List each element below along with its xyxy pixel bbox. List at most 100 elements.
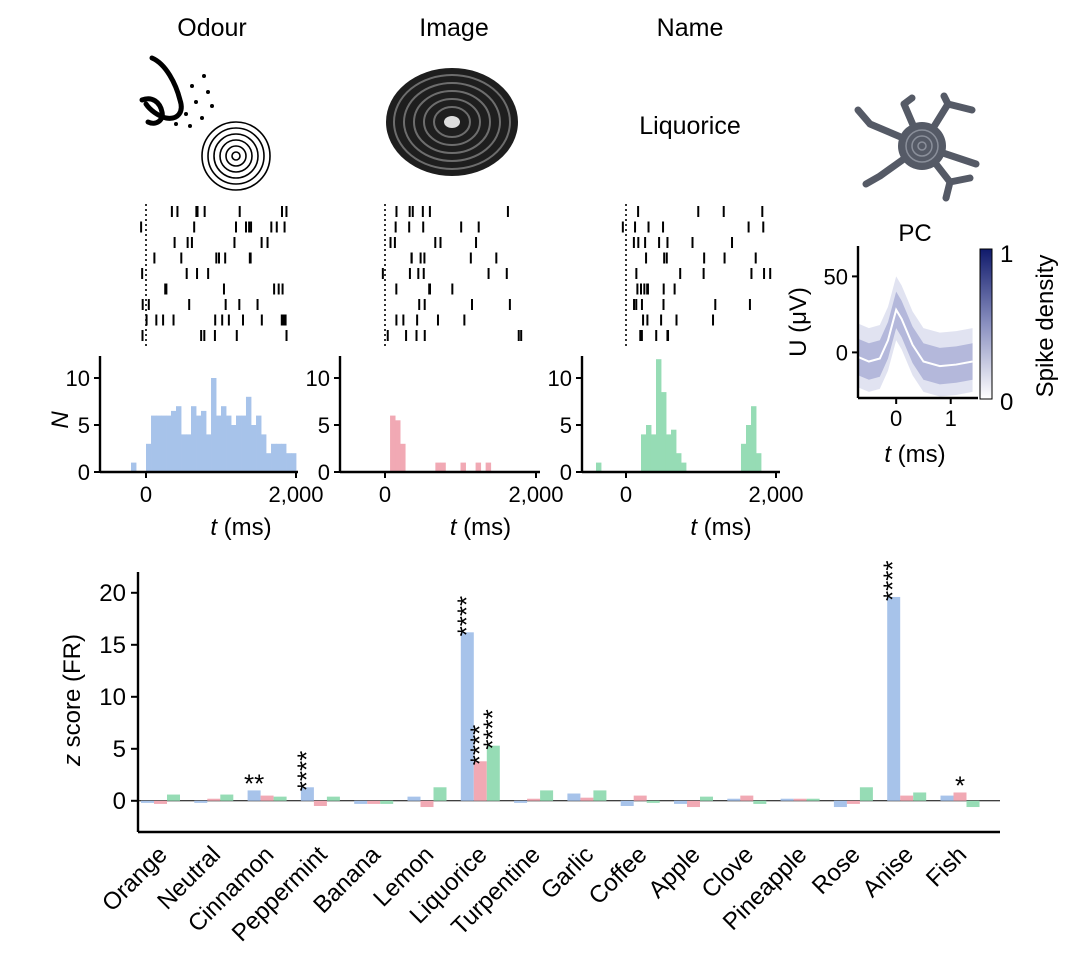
histogram-bar [271,443,277,472]
z-bar [727,798,741,801]
histogram-bar [661,392,667,472]
histogram-bar [151,415,157,472]
histogram-bar [755,453,762,472]
y-tick-label: 0 [78,460,90,485]
y-tick-label: 0 [113,788,126,815]
z-bar [793,798,807,801]
histogram-bar [206,434,212,472]
significance-stars: **** [291,751,321,791]
header-image: Image [419,14,488,42]
y-tick-label: 5 [560,413,572,438]
x-tick-label: 2,000 [748,482,803,507]
histogram-bar [680,462,687,472]
z-bar [580,797,594,801]
histogram-bar [641,434,647,472]
histogram-bar [185,434,192,472]
histogram-bar [435,462,441,472]
histogram-bar [751,406,757,472]
x-tick-label: 2,000 [268,482,323,507]
significance-stars: **** [464,725,494,765]
header-odour: Odour [177,14,246,42]
y-tick-label: 10 [548,366,572,391]
y-tick-label: 10 [66,366,90,391]
z-bar [940,795,954,801]
y-axis-label: N [47,411,74,429]
histogram-bar [245,396,252,472]
histogram-bar [440,462,446,472]
z-bar [527,798,541,801]
y-tick-label: 10 [99,684,126,711]
z-bar [593,790,607,801]
z-score-bar-chart: OrangeNeutralCinnamonPeppermintBananaLem… [59,560,1000,947]
histogram-bar [191,406,197,472]
histogram-bar [290,453,297,472]
x-tick-label: 0 [620,482,632,507]
y-tick-label: 50 [824,264,848,289]
pc-waveform-panel: 0 50 0 1 PC t (ms) U (μV) 1 0 Spike density [785,220,1059,468]
histogram-bar [676,453,682,472]
histogram-bar [286,453,292,472]
mean-waveform-line [857,307,973,368]
y-axis-label: U (μV) [785,287,812,357]
z-bar [273,796,287,801]
histogram-bar [155,415,162,472]
histogram-bar [131,462,137,472]
colorbar-label: Spike density [1032,255,1059,398]
z-bar [620,800,634,806]
z-bar [313,800,327,806]
liquorice-wheel-icon [386,68,518,176]
z-bar [833,800,847,808]
y-tick-label: 0 [836,340,848,365]
z-bar [326,796,340,801]
x-axis-label: t (ms) [690,514,751,541]
histogram-bar [266,453,272,472]
colorbar-min-label: 0 [1000,389,1013,416]
y-tick-label: 10 [306,366,330,391]
histogram-bar [260,434,267,472]
z-bar [687,800,700,808]
y-tick-label: 5 [318,413,330,438]
x-axis-label: t (ms) [884,441,945,468]
z-bar [900,795,914,801]
nose-spiral-icon [139,55,271,191]
histogram-bar [390,415,396,472]
histogram-bar [746,425,752,472]
colorbar-max-label: 1 [1000,241,1013,268]
y-tick-label: 15 [99,632,126,659]
category-label: Anise [857,841,919,903]
histogram-bar [181,434,187,472]
z-bar [460,632,474,801]
z-bar [154,800,167,804]
significance-stars: **** [451,596,481,636]
histogram-bar [215,415,222,472]
histogram-bar [251,425,257,472]
z-bar [780,798,794,801]
z-bar [953,792,967,801]
z-bar [207,798,221,801]
histogram-bar [485,462,492,472]
stimulus-word-liquorice: Liquorice [639,112,740,140]
z-bar [806,798,820,801]
histogram-bar [161,415,167,472]
y-tick-label: 0 [318,460,330,485]
histogram-bar [176,406,182,472]
category-label: Fish [921,841,972,892]
z-bar [141,800,154,803]
x-axis-label: t (ms) [450,514,511,541]
histogram-bar [196,415,202,472]
z-bar [966,800,980,808]
z-bar [486,745,500,801]
histogram-bar [650,434,657,472]
z-bar [260,795,274,801]
x-axis-label: t (ms) [210,514,271,541]
significance-stars: **** [477,709,507,749]
histogram-bar [170,410,177,472]
histogram-bar [400,443,406,472]
spike-density-halo [858,276,973,397]
histogram-bar [275,443,282,472]
y-tick-label: 0 [560,460,572,485]
histogram-bar [241,415,247,472]
spike-rasters [140,204,772,346]
pc-title: PC [898,220,931,247]
x-tick-label: 2,000 [508,482,563,507]
